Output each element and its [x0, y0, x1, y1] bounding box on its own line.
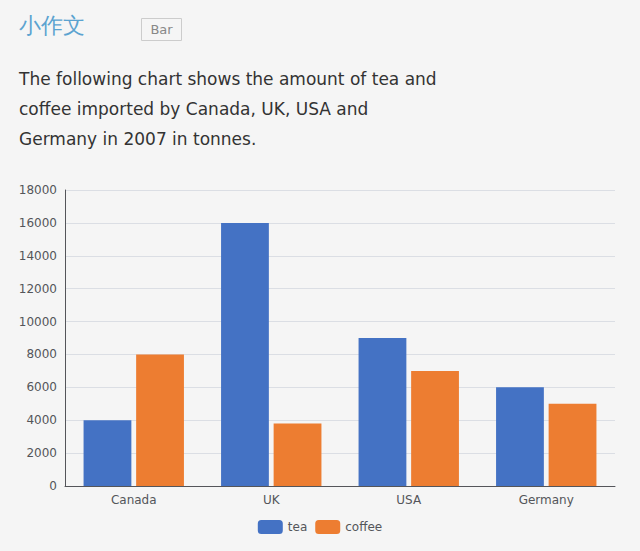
svg-text:18000: 18000 — [19, 183, 57, 197]
svg-text:2000: 2000 — [26, 446, 57, 460]
svg-text:12000: 12000 — [19, 282, 57, 296]
svg-text:USA: USA — [396, 493, 422, 507]
svg-text:10000: 10000 — [19, 315, 57, 329]
svg-text:coffee imported by Canada, UK,: coffee imported by Canada, UK, USA and — [19, 99, 368, 119]
svg-text:16000: 16000 — [19, 216, 57, 230]
svg-text:8000: 8000 — [26, 347, 57, 361]
svg-text:tea: tea — [288, 520, 307, 534]
svg-text:Canada: Canada — [111, 493, 157, 507]
svg-text:Germany: Germany — [519, 493, 574, 507]
svg-text:4000: 4000 — [26, 413, 57, 427]
svg-text:6000: 6000 — [26, 380, 57, 394]
svg-text:0: 0 — [49, 479, 57, 493]
svg-text:UK: UK — [263, 493, 281, 507]
svg-text:Germany in 2007 in tonnes.: Germany in 2007 in tonnes. — [19, 129, 256, 149]
svg-text:Bar: Bar — [150, 22, 173, 37]
svg-text:14000: 14000 — [19, 249, 57, 263]
svg-text:小作文: 小作文 — [19, 13, 85, 38]
svg-text:The following chart shows the: The following chart shows the amount of … — [18, 69, 437, 89]
svg-text:coffee: coffee — [345, 520, 382, 534]
